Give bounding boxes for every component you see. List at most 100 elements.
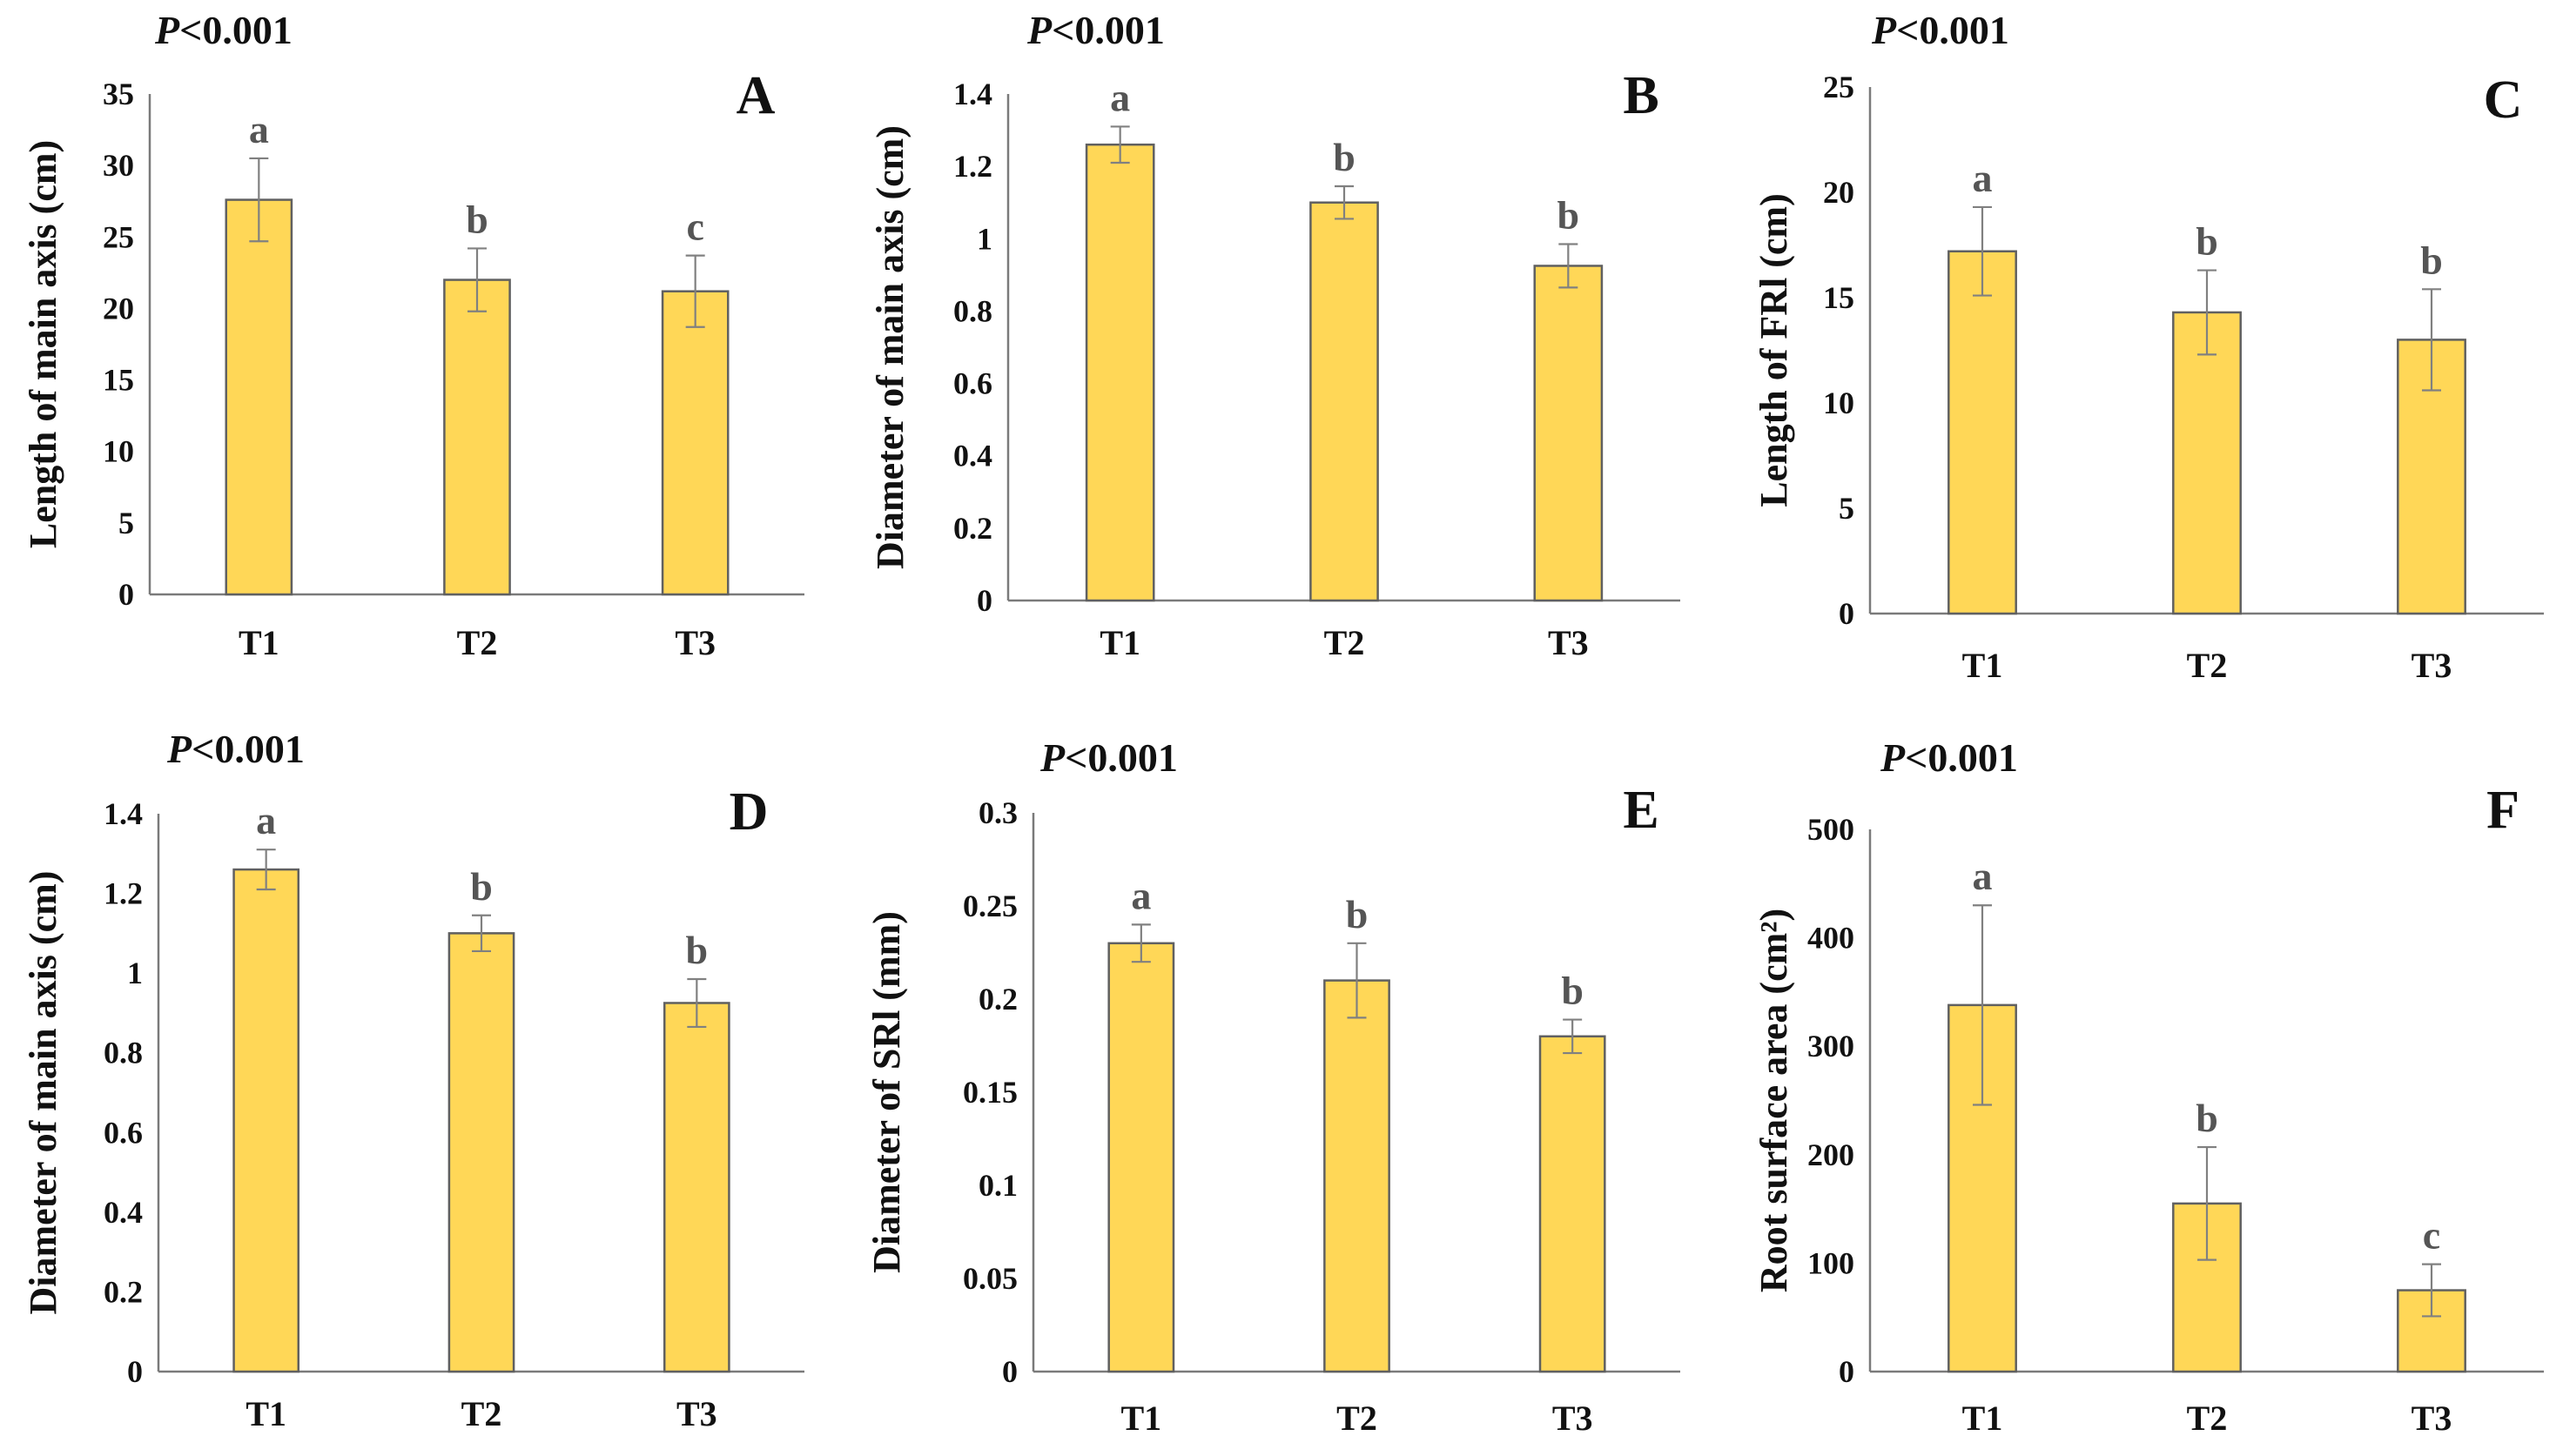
y-tick-label: 0.25 <box>963 889 1018 923</box>
y-tick-label: 0 <box>977 583 992 618</box>
bar-t1 <box>225 198 293 596</box>
y-axis-label: Root surface area (cm²) <box>1752 909 1795 1292</box>
x-category-label: T2 <box>461 1394 502 1433</box>
panel-letter: A <box>737 66 776 125</box>
y-tick-label: 1.2 <box>953 149 992 184</box>
significance-letter: a <box>256 798 276 842</box>
y-tick-label: 0.8 <box>104 1036 143 1070</box>
y-tick-label: 500 <box>1807 812 1854 847</box>
bar-t3 <box>1533 265 1604 602</box>
y-tick-label: 0.8 <box>953 293 992 328</box>
x-category-label: T2 <box>1336 1399 1377 1438</box>
significance-letter: b <box>686 928 709 972</box>
bar-t1 <box>1085 143 1155 602</box>
panel-letter: F <box>2486 781 2519 840</box>
bar-t1 <box>232 868 300 1373</box>
chart-panel-a: P<0.001 A Length of main axis (cm) 0 5 10 15 20… <box>0 0 836 688</box>
x-category-label: T3 <box>2412 646 2452 685</box>
significance-letter: b <box>1333 135 1355 179</box>
y-tick-label: 25 <box>1823 70 1854 104</box>
y-tick-label: 0.4 <box>953 439 992 473</box>
p-value-symbol: P <box>154 8 180 52</box>
p-value-label: P<0.001 <box>166 727 305 771</box>
x-category-label: T2 <box>457 623 498 662</box>
panel-letter: E <box>1623 781 1658 840</box>
p-value-threshold: <0.001 <box>1065 735 1178 780</box>
p-value-threshold: <0.001 <box>1052 8 1165 52</box>
x-category-label: T1 <box>1962 1399 2003 1438</box>
y-tick-label: 20 <box>103 291 134 325</box>
p-value-threshold: <0.001 <box>192 727 305 771</box>
significance-letter: b <box>2420 238 2443 282</box>
y-tick-label: 0.6 <box>953 366 992 401</box>
y-tick-label: 35 <box>103 77 134 111</box>
bar-t2 <box>1309 201 1379 602</box>
bar-t3 <box>663 1002 730 1373</box>
y-tick-label: 0.15 <box>963 1075 1018 1110</box>
y-tick-label: 30 <box>103 148 134 183</box>
y-tick-label: 25 <box>103 219 134 254</box>
panel-letter: D <box>730 782 769 842</box>
y-tick-label: 0.6 <box>104 1115 143 1150</box>
p-value-label: P<0.001 <box>1871 8 2009 52</box>
y-tick-label: 0 <box>1002 1354 1018 1389</box>
p-value-label: P<0.001 <box>154 8 293 52</box>
bar-t2 <box>1323 979 1390 1373</box>
x-category-label: T1 <box>239 623 279 662</box>
p-value-label: P<0.001 <box>1880 735 2018 780</box>
bar-t3 <box>1538 1035 1606 1373</box>
x-category-label: T2 <box>2187 646 2228 685</box>
y-tick-label: 5 <box>118 506 134 540</box>
y-tick-label: 300 <box>1807 1029 1854 1063</box>
y-tick-label: 1.4 <box>104 796 143 831</box>
y-tick-label: 15 <box>1823 280 1854 315</box>
x-category-label: T1 <box>1100 623 1140 662</box>
y-tick-label: 0.2 <box>953 511 992 546</box>
x-category-label: T3 <box>1548 623 1589 662</box>
x-category-label: T1 <box>246 1394 286 1433</box>
significance-letter: b <box>1346 892 1369 936</box>
y-tick-label: 20 <box>1823 175 1854 210</box>
p-value-symbol: P <box>1880 735 1906 780</box>
x-category-label: T3 <box>2412 1399 2452 1438</box>
y-tick-label: 0.3 <box>979 795 1018 830</box>
y-tick-label: 10 <box>103 434 134 469</box>
x-category-label: T3 <box>675 623 716 662</box>
p-value-symbol: P <box>166 727 192 771</box>
y-tick-label: 1.2 <box>104 876 143 911</box>
x-category-label: T2 <box>2187 1399 2228 1438</box>
y-tick-label: 10 <box>1823 386 1854 420</box>
bar-t2 <box>2172 311 2242 615</box>
y-tick-label: 0 <box>127 1354 143 1389</box>
x-category-label: T1 <box>1120 1399 1161 1438</box>
y-tick-label: 100 <box>1807 1245 1854 1280</box>
chart-svg: P<0.001 E Diameter of SRl (mm) 0 0.05 0.1 0.15… <box>865 735 1680 1438</box>
y-axis-label: Diameter of main axis (cm) <box>869 125 912 569</box>
y-axis-label: Length of main axis (cm) <box>22 140 64 548</box>
significance-letter: b <box>2196 1096 2218 1140</box>
p-value-label: P<0.001 <box>1039 735 1178 780</box>
significance-letter: b <box>1561 969 1584 1013</box>
x-category-label: T1 <box>1962 646 2003 685</box>
significance-letter: a <box>1973 854 1993 898</box>
y-tick-label: 400 <box>1807 921 1854 956</box>
significance-letter: a <box>1973 156 1993 200</box>
bar-t3 <box>661 290 730 596</box>
panel-letter: C <box>2484 70 2523 130</box>
chart-svg: P<0.001 F Root surface area (cm²) 0 100 200 30… <box>1752 735 2544 1438</box>
x-category-label: T2 <box>1324 623 1365 662</box>
bar-t1 <box>1947 250 2017 615</box>
y-tick-label: 1 <box>127 956 143 990</box>
y-axis-label: Diameter of SRl (mm) <box>865 911 908 1273</box>
y-tick-label: 1 <box>977 221 992 256</box>
y-tick-label: 0.4 <box>104 1195 143 1230</box>
p-value-symbol: P <box>1026 8 1053 52</box>
y-axis-label: Length of FRl (cm) <box>1752 193 1795 507</box>
significance-letter: c <box>2423 1213 2440 1258</box>
significance-letter: b <box>2196 219 2218 264</box>
chart-panel-d: P<0.001 D Diameter of main axis (cm) 0 0.2 0.… <box>0 727 836 1456</box>
y-tick-label: 0.1 <box>979 1168 1018 1203</box>
bar-t2 <box>443 278 511 596</box>
chart-panel-c: P<0.001 C Length of FRl (cm) 0 5 10 15 20 25 a T1 b… <box>1706 0 2563 688</box>
y-tick-label: 0 <box>1839 596 1854 631</box>
